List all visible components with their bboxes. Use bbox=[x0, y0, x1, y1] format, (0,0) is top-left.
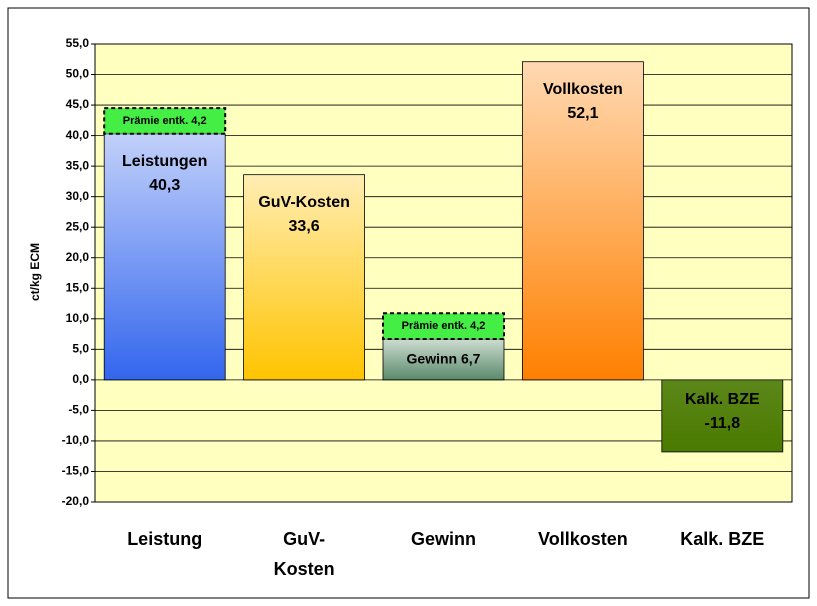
bar-name: Leistungen bbox=[122, 153, 207, 170]
bar-value-label: 6,7 bbox=[461, 350, 481, 366]
premium-value-label: 4,2 bbox=[191, 115, 206, 127]
premium-bar bbox=[103, 107, 227, 135]
y-tick-label: -10,0 bbox=[62, 433, 90, 447]
bar-name: Kalk. BZE bbox=[685, 391, 760, 408]
y-tick-label: 20,0 bbox=[66, 250, 90, 264]
bar-name: GuV-Kosten bbox=[258, 194, 350, 211]
y-tick-label: 30,0 bbox=[66, 189, 90, 203]
x-tick-label: GuV-Kosten bbox=[274, 529, 335, 579]
bar-name: Vollkosten bbox=[543, 81, 623, 98]
premium-label: Prämie entk. 4,2 bbox=[402, 320, 486, 332]
y-tick-label: 35,0 bbox=[66, 158, 90, 172]
x-tick-label: Kalk. BZE bbox=[680, 529, 764, 549]
bar bbox=[661, 379, 784, 453]
premium-name: Prämie entk. bbox=[123, 115, 188, 127]
x-tick-label: Leistung bbox=[127, 529, 202, 549]
bar-value-label: 40,3 bbox=[149, 177, 180, 194]
premium-bar bbox=[382, 312, 505, 340]
y-tick-label: 0,0 bbox=[72, 372, 89, 386]
bar bbox=[382, 338, 505, 381]
x-tick-label: Gewinn bbox=[411, 529, 476, 549]
y-tick-label: 40,0 bbox=[66, 128, 90, 142]
premium-label: Prämie entk. 4,2 bbox=[123, 115, 207, 127]
bar-label: Gewinn 6,7 bbox=[407, 350, 481, 366]
y-axis-label: ct/kg ECM bbox=[28, 243, 42, 301]
bar-value-label: 33,6 bbox=[289, 218, 320, 235]
x-tick-label: Vollkosten bbox=[538, 529, 628, 549]
bar bbox=[243, 174, 366, 381]
y-tick-label: 25,0 bbox=[66, 219, 90, 233]
bar-name: Gewinn bbox=[407, 350, 458, 366]
y-tick-label: 10,0 bbox=[66, 311, 90, 325]
y-tick-label: 5,0 bbox=[72, 342, 89, 356]
premium-name: Prämie entk. bbox=[402, 320, 467, 332]
y-tick-label: 45,0 bbox=[66, 97, 90, 111]
bar-value-label: -11,8 bbox=[705, 415, 741, 432]
y-tick-label: -5,0 bbox=[68, 403, 89, 417]
bar bbox=[103, 133, 226, 381]
y-tick-label: -15,0 bbox=[62, 464, 90, 478]
y-tick-label: 50,0 bbox=[66, 67, 90, 81]
premium-value-label: 4,2 bbox=[470, 320, 485, 332]
y-tick-label: 15,0 bbox=[66, 280, 90, 294]
y-tick-label: 55,0 bbox=[66, 36, 90, 50]
bar-value-label: 52,1 bbox=[567, 105, 598, 122]
bar bbox=[522, 61, 644, 381]
y-tick-label: -20,0 bbox=[62, 494, 90, 508]
